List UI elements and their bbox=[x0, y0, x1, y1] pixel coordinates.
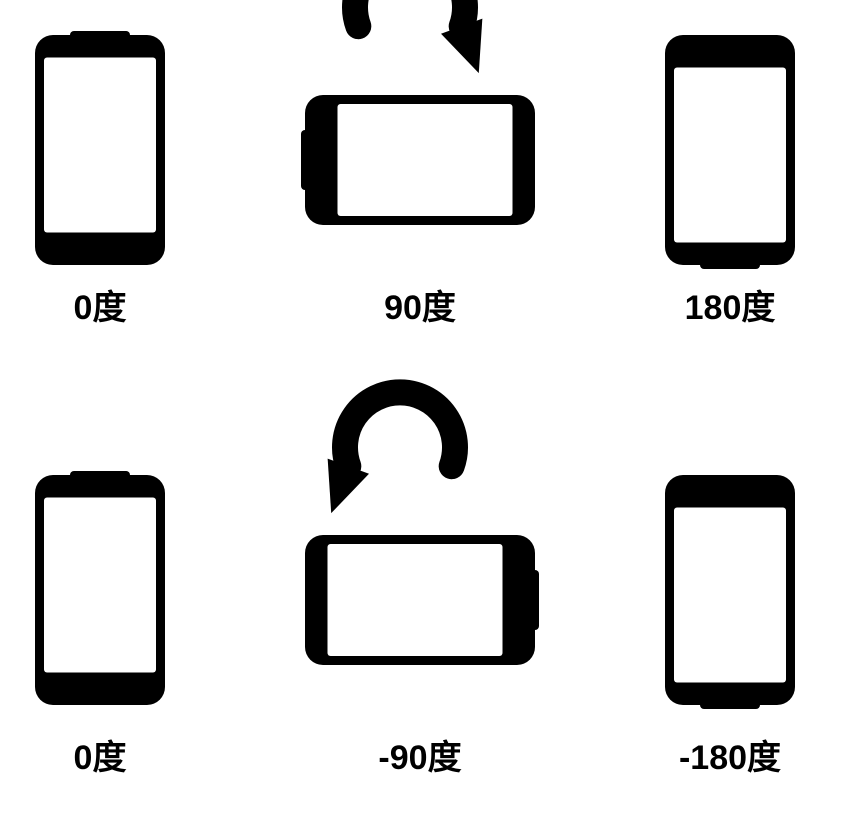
label-row1-left: 0度 bbox=[0, 280, 200, 329]
diagram-canvas bbox=[0, 0, 852, 819]
label-row1-center: 90度 bbox=[320, 280, 520, 329]
label-row2-right: -180度 bbox=[630, 730, 830, 779]
label-row2-left: 0度 bbox=[0, 730, 200, 779]
label-row2-center: -90度 bbox=[320, 730, 520, 779]
label-row1-right: 180度 bbox=[630, 280, 830, 329]
